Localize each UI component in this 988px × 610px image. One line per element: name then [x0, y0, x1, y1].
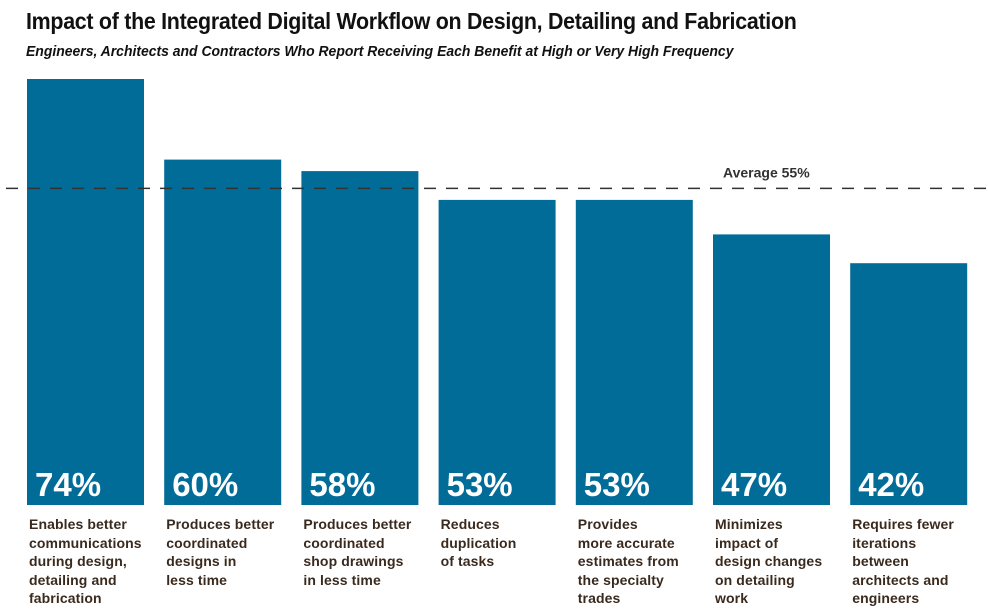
bar-7	[850, 263, 968, 505]
bar-value-label: 47%	[721, 466, 787, 503]
bar-4	[438, 199, 556, 505]
bar-1	[27, 79, 144, 505]
average-label: Average 55%	[723, 164, 810, 180]
bar-value-label: 42%	[858, 466, 924, 503]
chart-subtitle: Engineers, Architects and Contractors Wh…	[26, 43, 734, 60]
bar-value-label: 53%	[584, 466, 650, 503]
category-label: Minimizes impact of design changes on de…	[715, 516, 823, 607]
bar-5	[575, 199, 693, 505]
bar-6	[713, 234, 830, 505]
bar-value-label: 58%	[309, 466, 375, 503]
category-label: Produces better coordinated designs in l…	[166, 516, 275, 588]
category-label: Reduces duplication of tasks	[440, 516, 517, 570]
category-label: Provides more accurate estimates from th…	[577, 516, 679, 607]
category-label: Requires fewer iterations between archit…	[852, 516, 954, 607]
bar-value-label: 53%	[447, 466, 513, 503]
bar-value-label: 74%	[35, 466, 101, 503]
bar-2	[164, 159, 282, 505]
chart-title: Impact of the Integrated Digital Workflo…	[26, 8, 797, 34]
category-label: Enables better communications during des…	[29, 516, 142, 607]
category-label: Produces better coordinated shop drawing…	[303, 516, 412, 588]
bar-value-label: 60%	[172, 466, 238, 503]
bar-3	[301, 171, 419, 505]
